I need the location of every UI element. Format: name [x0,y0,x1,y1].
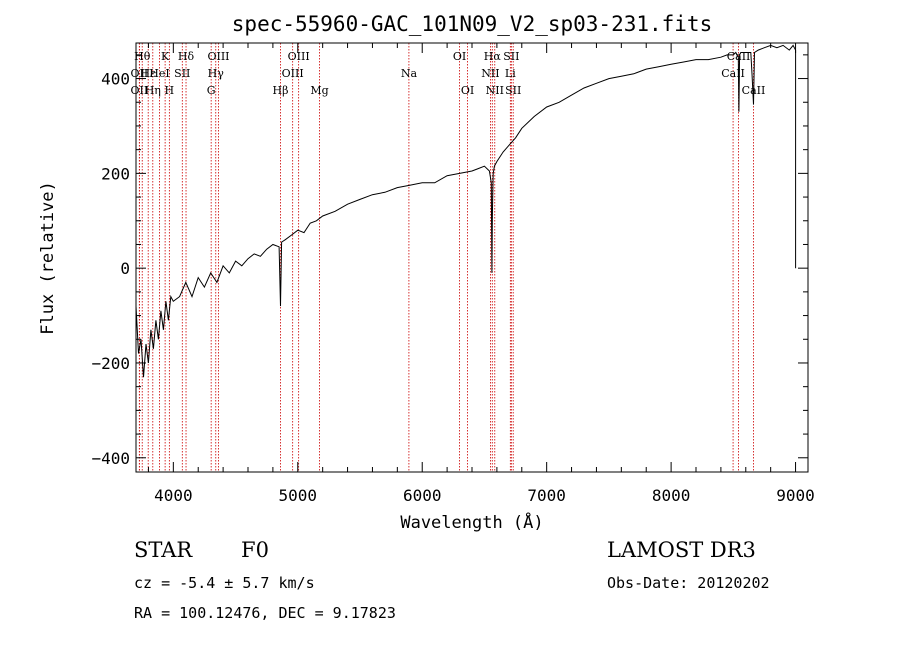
marker-label: Mg [310,84,328,97]
marker-label: Hθ [134,50,151,63]
marker-label: Na [401,67,418,80]
object-class: STAR [134,538,193,562]
marker-label: HeI [149,67,169,80]
marker-label: CaII [721,67,745,80]
marker-label: G [207,84,216,97]
x-tick-label: 5000 [279,486,318,505]
survey-name: LAMOST DR3 [607,538,756,562]
y-tick-label: 200 [101,164,130,183]
marker-label: OI [453,50,466,63]
coordinates: RA = 100.12476, DEC = 9.17823 [134,604,396,622]
marker-label: H [165,84,175,97]
marker-label: OIII [282,67,304,80]
x-tick-label: 7000 [527,486,566,505]
marker-label: Hα [484,50,502,63]
marker-label: CaII [727,50,751,63]
y-tick-label: 400 [101,70,130,89]
x-tick-label: 4000 [154,486,193,505]
x-tick-label: 6000 [403,486,442,505]
y-tick-label: −200 [91,354,130,373]
marker-label: OI [461,84,474,97]
y-axis: −400 −200 0 200 400 [91,54,808,468]
object-subclass: F0 [241,538,269,562]
marker-labels: HθOIIOIIHεHηHeIKHSIIHδGHγOIIIHβOIIIOIIIM… [131,50,766,97]
x-tick-label: 9000 [776,486,815,505]
x-axis: 4000 5000 6000 7000 8000 9000 [147,43,815,505]
plot-frame [135,42,809,473]
y-tick-label: 0 [120,259,130,278]
marker-label: OIII [288,50,310,63]
flux-series-line [135,44,797,378]
marker-label: K [161,50,170,63]
marker-label: SII [174,67,190,80]
marker-label: Hδ [178,50,195,63]
marker-label: OII [131,84,149,97]
redshift-velocity: cz = -5.4 ± 5.7 km/s [134,574,315,592]
y-tick-label: −400 [91,449,130,468]
chart-title: spec-55960-GAC_101N09_V2_sp03-231.fits [232,12,712,36]
marker-label: Hη [145,84,161,97]
marker-label: OIII [207,50,229,63]
marker-label: SII [503,50,519,63]
marker-label: OII [131,67,149,80]
marker-label: NII [481,67,499,80]
marker-lines [138,43,754,472]
x-axis-title: Wavelength (Å) [400,511,543,533]
y-axis-title: Flux (relative) [38,181,58,335]
marker-label: Hβ [273,84,289,97]
marker-label: Hε [141,67,157,80]
marker-label: Hγ [208,67,225,80]
marker-label: NII [486,84,504,97]
marker-label: Li [505,67,516,80]
x-tick-label: 8000 [652,486,691,505]
marker-label: SII [505,84,521,97]
observation-date: Obs-Date: 20120202 [607,574,770,592]
